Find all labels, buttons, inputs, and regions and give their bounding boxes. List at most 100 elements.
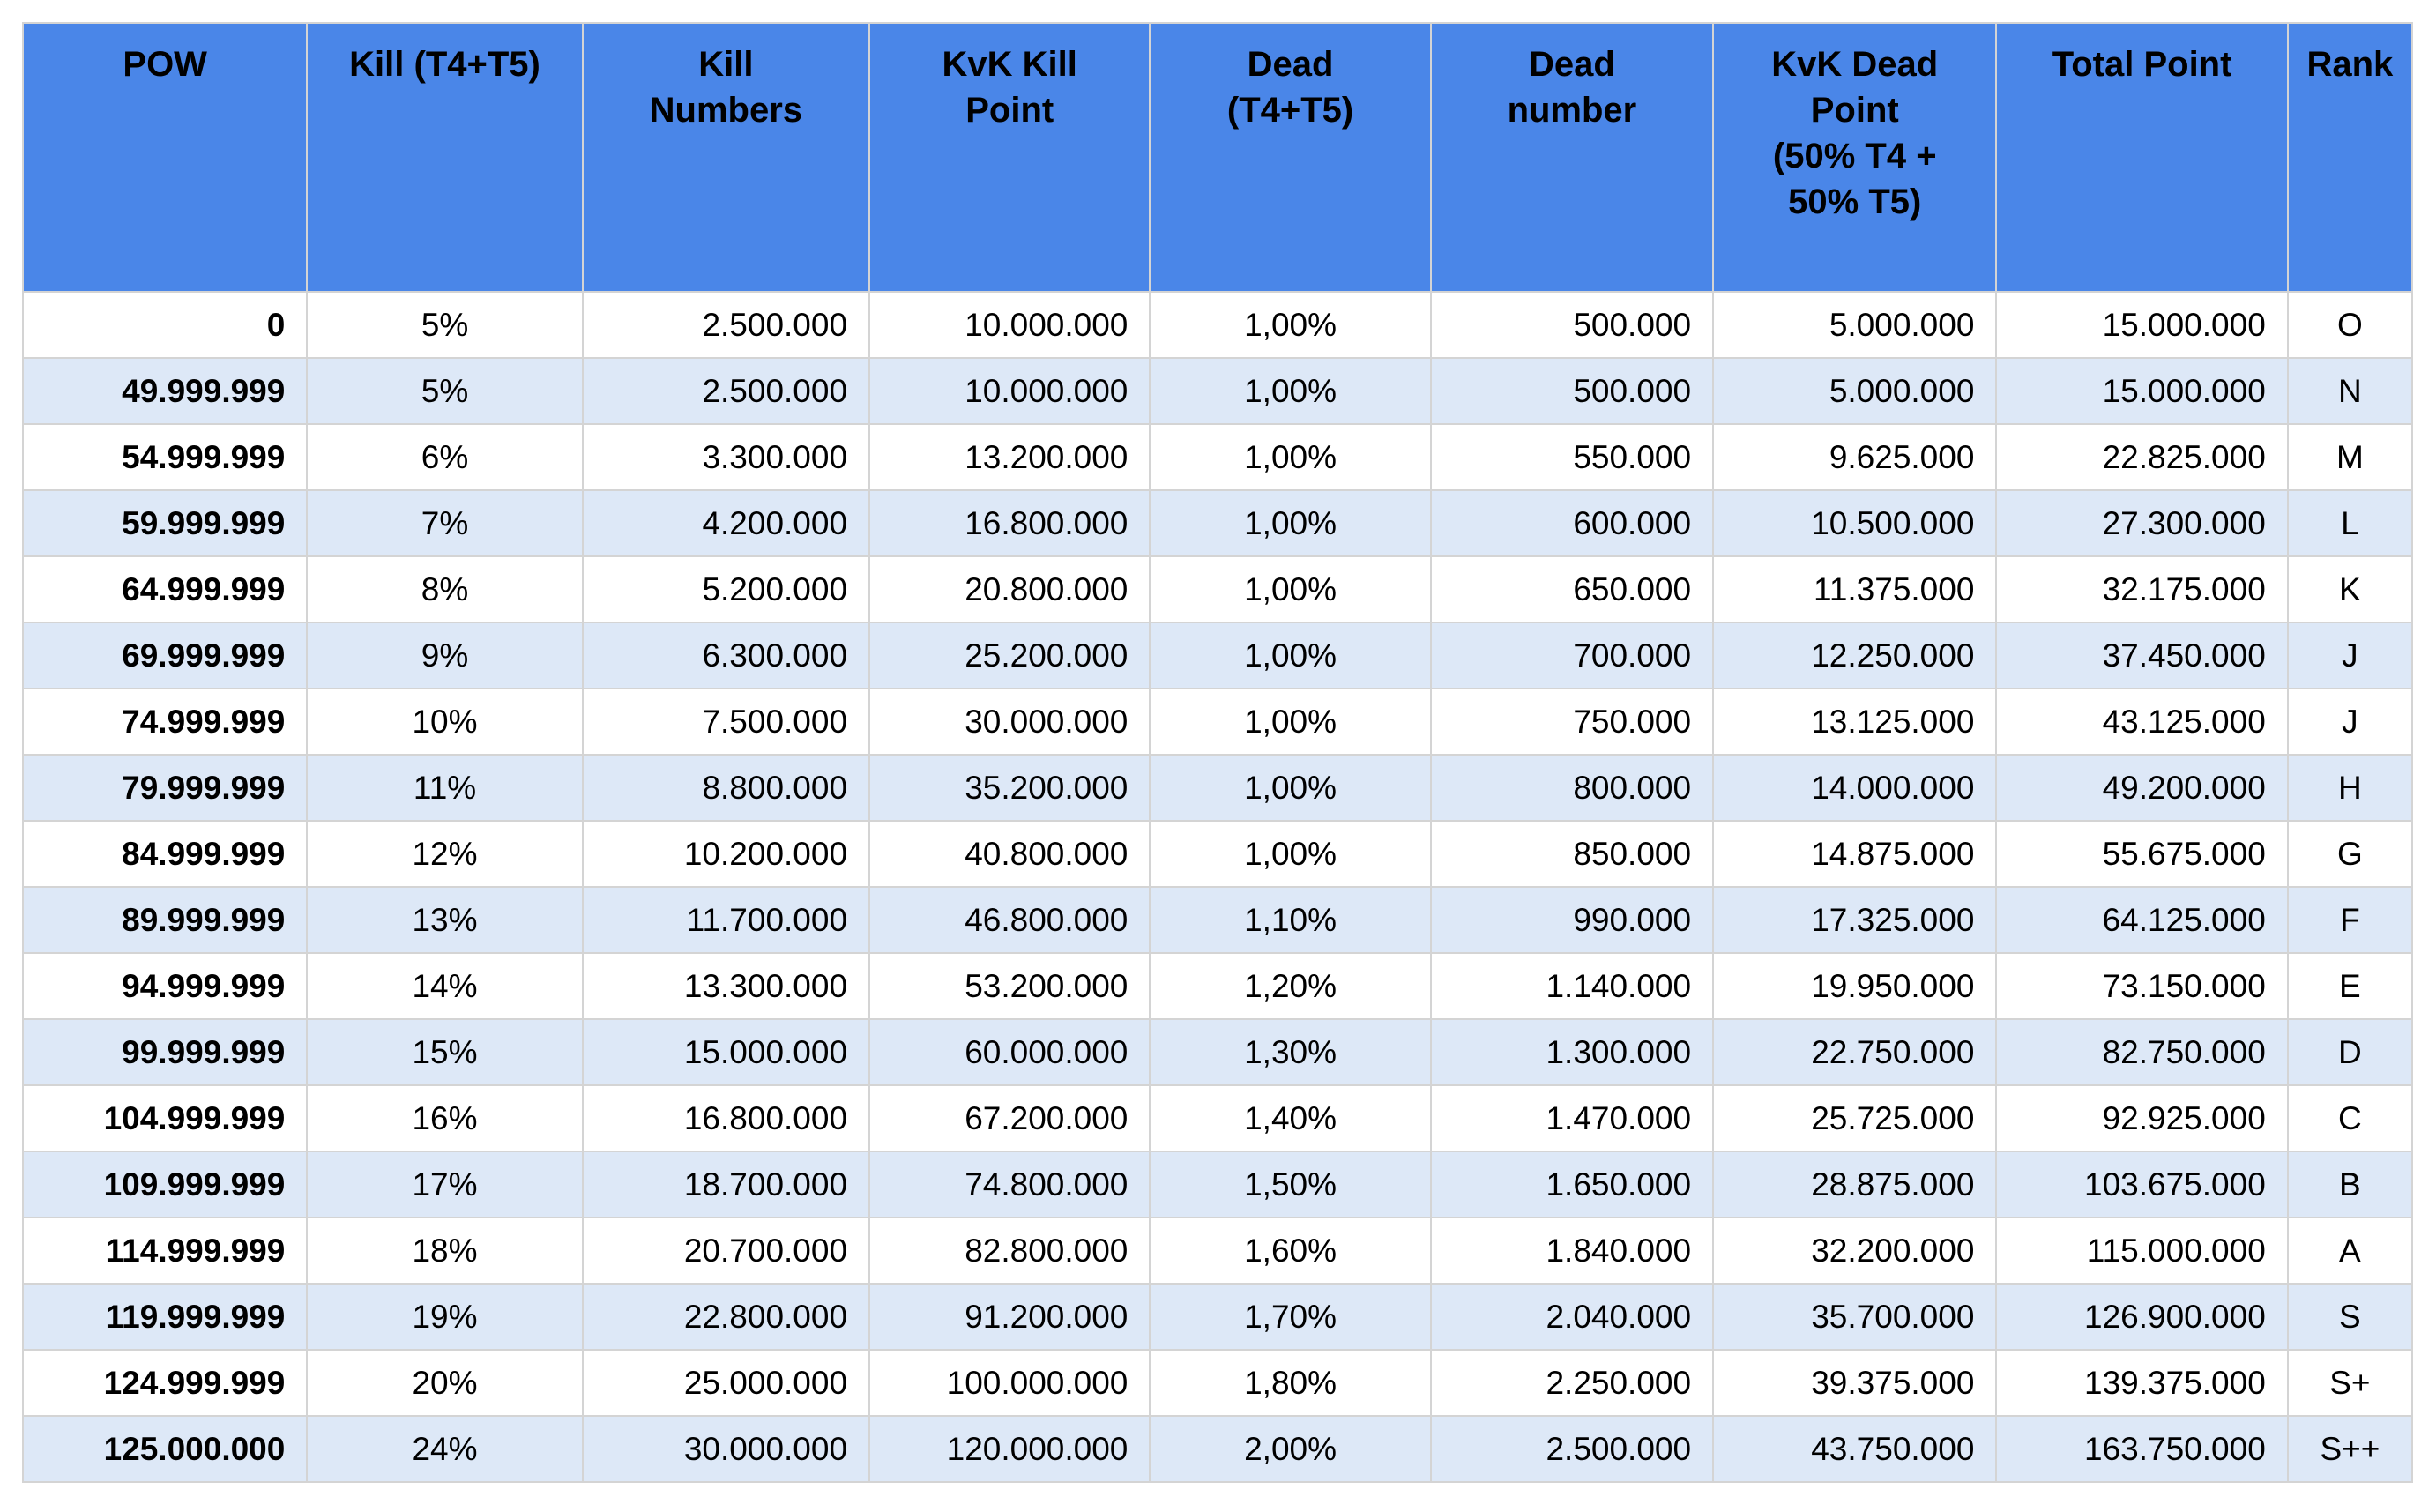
cell-dead-number: 1.300.000 bbox=[1429, 1018, 1715, 1086]
cell-kill-numbers: 2.500.000 bbox=[581, 291, 871, 359]
cell-kill-numbers: 8.800.000 bbox=[581, 754, 871, 822]
cell-total-point: 27.300.000 bbox=[1995, 489, 2289, 557]
cell-kvk-kill-point: 74.800.000 bbox=[868, 1151, 1151, 1218]
cell-dead-t4t5: 1,00% bbox=[1149, 291, 1432, 359]
cell-rank: N bbox=[2286, 357, 2414, 425]
cell-dead-number: 500.000 bbox=[1429, 357, 1715, 425]
cell-dead-number: 500.000 bbox=[1429, 291, 1715, 359]
cell-rank: O bbox=[2286, 291, 2414, 359]
cell-pow: 84.999.999 bbox=[21, 820, 309, 888]
cell-kill-t4t5: 12% bbox=[306, 820, 584, 888]
cell-dead-t4t5: 1,80% bbox=[1149, 1349, 1432, 1417]
column-header-kvk-dead-point: KvK Dead Point (50% T4 + 50% T5) bbox=[1712, 22, 1998, 293]
cell-kvk-kill-point: 100.000.000 bbox=[868, 1349, 1151, 1417]
column-header-pow: POW bbox=[21, 22, 309, 293]
table-row: 84.999.999 12% 10.200.000 40.800.000 1,00% 85… bbox=[21, 820, 2414, 888]
cell-rank: J bbox=[2286, 622, 2414, 689]
cell-dead-t4t5: 1,10% bbox=[1149, 886, 1432, 954]
cell-pow: 104.999.999 bbox=[21, 1084, 309, 1152]
kvk-score-table: POW Kill (T4+T5) Kill Numbers KvK Kill Poin… bbox=[21, 22, 2414, 1483]
cell-kvk-dead-point: 5.000.000 bbox=[1712, 291, 1998, 359]
cell-kvk-kill-point: 91.200.000 bbox=[868, 1283, 1151, 1351]
kvk-score-table-wrapper: POW Kill (T4+T5) Kill Numbers KvK Kill Poin… bbox=[21, 22, 2414, 1483]
cell-dead-number: 700.000 bbox=[1429, 622, 1715, 689]
table-row: 119.999.999 19% 22.800.000 91.200.000 1,70% 2… bbox=[21, 1283, 2414, 1351]
cell-rank: M bbox=[2286, 423, 2414, 491]
cell-kvk-dead-point: 11.375.000 bbox=[1712, 555, 1998, 623]
cell-pow: 114.999.999 bbox=[21, 1217, 309, 1285]
cell-dead-t4t5: 2,00% bbox=[1149, 1415, 1432, 1483]
cell-kvk-dead-point: 9.625.000 bbox=[1712, 423, 1998, 491]
cell-total-point: 163.750.000 bbox=[1995, 1415, 2289, 1483]
cell-kill-t4t5: 20% bbox=[306, 1349, 584, 1417]
cell-total-point: 82.750.000 bbox=[1995, 1018, 2289, 1086]
cell-rank: S+ bbox=[2286, 1349, 2414, 1417]
cell-dead-t4t5: 1,40% bbox=[1149, 1084, 1432, 1152]
cell-kill-t4t5: 5% bbox=[306, 291, 584, 359]
column-header-kvk-kill-point: KvK Kill Point bbox=[868, 22, 1151, 293]
table-row: 59.999.999 7% 4.200.000 16.800.000 1,00% 600.… bbox=[21, 489, 2414, 557]
cell-kill-numbers: 4.200.000 bbox=[581, 489, 871, 557]
cell-rank: S++ bbox=[2286, 1415, 2414, 1483]
cell-kill-numbers: 22.800.000 bbox=[581, 1283, 871, 1351]
cell-kvk-dead-point: 43.750.000 bbox=[1712, 1415, 1998, 1483]
cell-total-point: 64.125.000 bbox=[1995, 886, 2289, 954]
cell-pow: 119.999.999 bbox=[21, 1283, 309, 1351]
cell-dead-number: 1.470.000 bbox=[1429, 1084, 1715, 1152]
cell-dead-t4t5: 1,00% bbox=[1149, 489, 1432, 557]
cell-dead-number: 1.140.000 bbox=[1429, 952, 1715, 1020]
cell-kvk-kill-point: 13.200.000 bbox=[868, 423, 1151, 491]
cell-total-point: 103.675.000 bbox=[1995, 1151, 2289, 1218]
cell-total-point: 73.150.000 bbox=[1995, 952, 2289, 1020]
cell-rank: F bbox=[2286, 886, 2414, 954]
table-row: 109.999.999 17% 18.700.000 74.800.000 1,50% 1… bbox=[21, 1151, 2414, 1218]
cell-kvk-kill-point: 67.200.000 bbox=[868, 1084, 1151, 1152]
cell-kill-t4t5: 16% bbox=[306, 1084, 584, 1152]
cell-kvk-dead-point: 13.125.000 bbox=[1712, 688, 1998, 756]
cell-dead-number: 1.840.000 bbox=[1429, 1217, 1715, 1285]
table-row: 114.999.999 18% 20.700.000 82.800.000 1,60% 1… bbox=[21, 1217, 2414, 1285]
cell-total-point: 139.375.000 bbox=[1995, 1349, 2289, 1417]
cell-dead-t4t5: 1,60% bbox=[1149, 1217, 1432, 1285]
table-row: 0 5% 2.500.000 10.000.000 1,00% 500.000 5.000.… bbox=[21, 291, 2414, 359]
cell-pow: 79.999.999 bbox=[21, 754, 309, 822]
cell-dead-t4t5: 1,00% bbox=[1149, 555, 1432, 623]
cell-kvk-kill-point: 20.800.000 bbox=[868, 555, 1151, 623]
cell-kill-numbers: 7.500.000 bbox=[581, 688, 871, 756]
column-header-rank: Rank bbox=[2286, 22, 2414, 293]
cell-dead-number: 550.000 bbox=[1429, 423, 1715, 491]
cell-pow: 109.999.999 bbox=[21, 1151, 309, 1218]
cell-kill-numbers: 15.000.000 bbox=[581, 1018, 871, 1086]
cell-pow: 64.999.999 bbox=[21, 555, 309, 623]
table-row: 99.999.999 15% 15.000.000 60.000.000 1,30% 1.… bbox=[21, 1018, 2414, 1086]
cell-dead-number: 800.000 bbox=[1429, 754, 1715, 822]
column-header-kill-t4t5: Kill (T4+T5) bbox=[306, 22, 584, 293]
cell-pow: 124.999.999 bbox=[21, 1349, 309, 1417]
column-header-dead-t4t5: Dead (T4+T5) bbox=[1149, 22, 1432, 293]
table-row: 125.000.000 24% 30.000.000 120.000.000 2,00%… bbox=[21, 1415, 2414, 1483]
cell-total-point: 15.000.000 bbox=[1995, 357, 2289, 425]
cell-rank: D bbox=[2286, 1018, 2414, 1086]
cell-total-point: 49.200.000 bbox=[1995, 754, 2289, 822]
cell-rank: S bbox=[2286, 1283, 2414, 1351]
table-row: 89.999.999 13% 11.700.000 46.800.000 1,10% 99… bbox=[21, 886, 2414, 954]
cell-total-point: 43.125.000 bbox=[1995, 688, 2289, 756]
cell-dead-number: 2.250.000 bbox=[1429, 1349, 1715, 1417]
cell-pow: 54.999.999 bbox=[21, 423, 309, 491]
cell-kill-numbers: 3.300.000 bbox=[581, 423, 871, 491]
header-row: POW Kill (T4+T5) Kill Numbers KvK Kill Poin… bbox=[21, 22, 2414, 293]
table-header: POW Kill (T4+T5) Kill Numbers KvK Kill Poin… bbox=[21, 22, 2414, 293]
cell-kill-t4t5: 6% bbox=[306, 423, 584, 491]
column-header-dead-number: Dead number bbox=[1429, 22, 1715, 293]
cell-kvk-dead-point: 12.250.000 bbox=[1712, 622, 1998, 689]
cell-dead-t4t5: 1,30% bbox=[1149, 1018, 1432, 1086]
cell-kill-numbers: 2.500.000 bbox=[581, 357, 871, 425]
cell-kvk-dead-point: 14.875.000 bbox=[1712, 820, 1998, 888]
cell-dead-t4t5: 1,00% bbox=[1149, 423, 1432, 491]
cell-rank: K bbox=[2286, 555, 2414, 623]
cell-kvk-kill-point: 30.000.000 bbox=[868, 688, 1151, 756]
cell-kill-t4t5: 9% bbox=[306, 622, 584, 689]
cell-kill-numbers: 6.300.000 bbox=[581, 622, 871, 689]
cell-pow: 74.999.999 bbox=[21, 688, 309, 756]
cell-rank: A bbox=[2286, 1217, 2414, 1285]
